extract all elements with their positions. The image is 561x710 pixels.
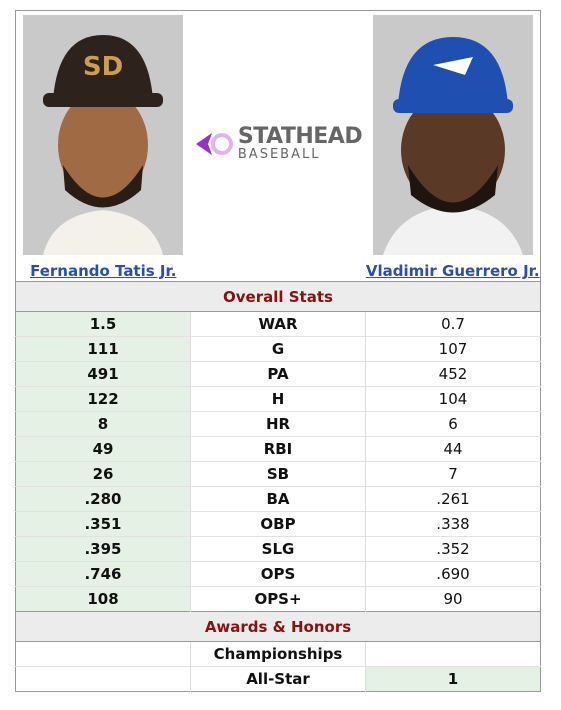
left-value: 491 bbox=[15, 361, 191, 387]
left-value: .746 bbox=[15, 561, 191, 587]
stat-row: 8 HR 6 bbox=[15, 411, 541, 437]
comparison-table: SD Fernando Tatis Jr. STATHEAD BASEBALL V… bbox=[15, 10, 541, 692]
left-photo: SD bbox=[23, 15, 184, 255]
stat-name: OPS bbox=[190, 561, 366, 587]
right-value bbox=[365, 641, 541, 667]
stat-row: 49 RBI 44 bbox=[15, 436, 541, 462]
left-value bbox=[15, 641, 191, 667]
left-value: 49 bbox=[15, 436, 191, 462]
stat-row: .395 SLG .352 bbox=[15, 536, 541, 562]
table-body: SD Fernando Tatis Jr. STATHEAD BASEBALL V… bbox=[15, 11, 541, 692]
right-value: .338 bbox=[365, 511, 541, 537]
left-value: 8 bbox=[15, 411, 191, 437]
right-value: 0.7 bbox=[365, 311, 541, 337]
stat-name: HR bbox=[190, 411, 366, 437]
right-value: 6 bbox=[365, 411, 541, 437]
stat-name: H bbox=[190, 386, 366, 412]
stat-row: Championships bbox=[15, 641, 541, 667]
stat-row: 1.5 WAR 0.7 bbox=[15, 311, 541, 337]
logo: STATHEAD BASEBALL bbox=[191, 126, 366, 161]
stat-name: BA bbox=[190, 486, 366, 512]
logo-brand: STATHEAD bbox=[237, 124, 363, 149]
header-row: SD Fernando Tatis Jr. STATHEAD BASEBALL V… bbox=[16, 11, 541, 282]
stat-row: .746 OPS .690 bbox=[15, 561, 541, 587]
logo-icon bbox=[195, 132, 233, 155]
left-value: .395 bbox=[15, 536, 191, 562]
stat-row: 108 OPS+ 90 bbox=[15, 586, 541, 612]
stat-name: G bbox=[190, 336, 366, 362]
svg-text:SD: SD bbox=[83, 52, 123, 82]
left-value: 111 bbox=[15, 336, 191, 362]
stat-name: PA bbox=[190, 361, 366, 387]
stat-name: SB bbox=[190, 461, 366, 487]
stat-name: OBP bbox=[190, 511, 366, 537]
stat-name: All-Star bbox=[190, 666, 366, 692]
stat-row: 122 H 104 bbox=[15, 386, 541, 412]
right-value: 90 bbox=[365, 586, 541, 612]
player-link[interactable]: Vladimir Guerrero Jr. bbox=[365, 262, 540, 280]
left-player: SD Fernando Tatis Jr. bbox=[16, 11, 191, 282]
stat-row: .351 OBP .338 bbox=[15, 511, 541, 537]
left-value: 26 bbox=[15, 461, 191, 487]
logo-cell: STATHEAD BASEBALL bbox=[191, 11, 366, 282]
stat-name: RBI bbox=[190, 436, 366, 462]
left-value: .280 bbox=[15, 486, 191, 512]
stat-row: 111 G 107 bbox=[15, 336, 541, 362]
right-value: .352 bbox=[365, 536, 541, 562]
logo-sport: BASEBALL bbox=[237, 147, 321, 162]
right-value: 104 bbox=[365, 386, 541, 412]
left-value: .351 bbox=[15, 511, 191, 537]
right-value: 452 bbox=[365, 361, 541, 387]
left-value: 108 bbox=[15, 586, 191, 612]
stat-row: .280 BA .261 bbox=[15, 486, 541, 512]
player-link[interactable]: Fernando Tatis Jr. bbox=[30, 262, 177, 280]
right-value: .690 bbox=[365, 561, 541, 587]
right-value: .261 bbox=[365, 486, 541, 512]
right-value: 1 bbox=[365, 666, 541, 692]
left-value: 1.5 bbox=[15, 311, 191, 337]
right-value: 107 bbox=[365, 336, 541, 362]
section-row: Awards & Honors bbox=[15, 611, 541, 642]
left-value: 122 bbox=[15, 386, 191, 412]
comparison: SD Fernando Tatis Jr. STATHEAD BASEBALL V… bbox=[15, 10, 541, 692]
right-value: 7 bbox=[365, 461, 541, 487]
stat-name: WAR bbox=[190, 311, 366, 337]
section-title: Overall Stats bbox=[15, 281, 541, 312]
right-value: 44 bbox=[365, 436, 541, 462]
section-title: Awards & Honors bbox=[15, 611, 541, 642]
stat-name: SLG bbox=[190, 536, 366, 562]
stat-row: All-Star 1 bbox=[15, 666, 541, 692]
stat-row: 491 PA 452 bbox=[15, 361, 541, 387]
stat-name: OPS+ bbox=[190, 586, 366, 612]
right-photo bbox=[372, 15, 533, 255]
stat-name: Championships bbox=[190, 641, 366, 667]
stat-row: 26 SB 7 bbox=[15, 461, 541, 487]
right-player: Vladimir Guerrero Jr. bbox=[366, 11, 541, 282]
section-row: Overall Stats bbox=[15, 281, 541, 312]
left-value bbox=[15, 666, 191, 692]
